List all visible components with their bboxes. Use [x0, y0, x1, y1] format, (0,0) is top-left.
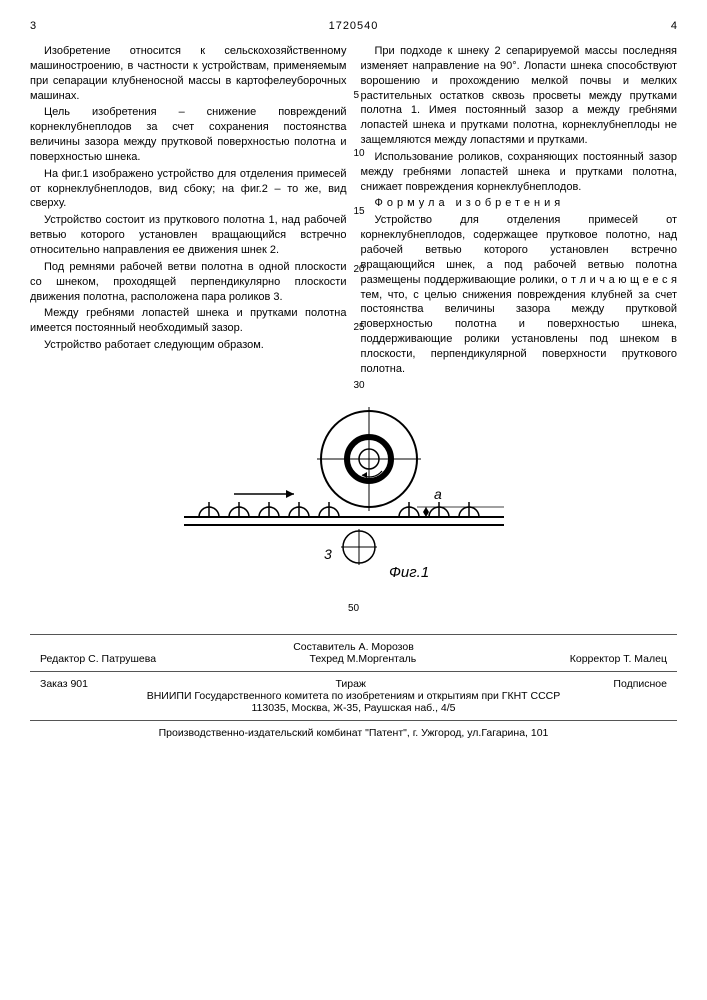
- paragraph: Под ремнями рабочей ветви полотна в одно…: [30, 260, 347, 305]
- line-marker: 10: [354, 148, 365, 159]
- paragraph: Устройство для отделения примесей от кор…: [361, 213, 678, 376]
- line-marker: 5: [354, 90, 360, 101]
- divider: [30, 671, 677, 672]
- paragraph: На фиг.1 изображено устройство для отдел…: [30, 167, 347, 212]
- formula-title: Формула изобретения: [361, 196, 678, 211]
- patent-number: 1720540: [329, 20, 379, 32]
- editor-credit: Редактор С. Патрушева: [40, 653, 156, 665]
- order-number: Заказ 901: [40, 678, 88, 690]
- divider: [30, 720, 677, 721]
- left-column: Изобретение относится к сельскохозяйстве…: [30, 44, 347, 379]
- right-column: При подходе к шнеку 2 сепарируемой массы…: [361, 44, 678, 379]
- line-marker: 15: [354, 206, 365, 217]
- address-line: 113035, Москва, Ж-35, Раушская наб., 4/5: [30, 702, 677, 714]
- paragraph: Изобретение относится к сельскохозяйстве…: [30, 44, 347, 103]
- text-columns: 5 10 15 20 25 30 Изобретение относится к…: [30, 44, 677, 379]
- page-header: 3 1720540 4: [30, 20, 677, 32]
- line-marker: 30: [354, 380, 365, 391]
- label-a: a: [434, 486, 442, 502]
- figure-svg: a 3 Фиг.1: [164, 399, 544, 599]
- page-num-right: 4: [671, 20, 677, 32]
- footer: Составитель А. Морозов Редактор С. Патру…: [30, 634, 677, 739]
- line-marker-50: 50: [30, 603, 677, 614]
- paragraph: Устройство работает следующим образом.: [30, 338, 347, 353]
- label-3: 3: [324, 546, 332, 562]
- tirazh-label: Тираж: [335, 678, 366, 690]
- paragraph: Устройство состоит из пруткового полотна…: [30, 213, 347, 258]
- page-num-left: 3: [30, 20, 36, 32]
- paragraph: Использование роликов, сохраняющих посто…: [361, 150, 678, 195]
- paragraph: Между гребнями лопастей шнека и прутками…: [30, 306, 347, 336]
- line-marker: 25: [354, 322, 365, 333]
- paragraph: Цель изобретения – снижение повреждений …: [30, 105, 347, 164]
- line-marker: 20: [354, 264, 365, 275]
- compiler-credit: Составитель А. Морозов: [30, 641, 677, 653]
- subscribe-label: Подписное: [613, 678, 667, 690]
- figure-1: a 3 Фиг.1 50: [30, 399, 677, 614]
- paragraph: При подходе к шнеку 2 сепарируемой массы…: [361, 44, 678, 148]
- printer-line: Производственно-издательский комбинат "П…: [30, 727, 677, 739]
- divider: [30, 634, 677, 635]
- figure-caption: Фиг.1: [389, 564, 429, 581]
- org-line: ВНИИПИ Государственного комитета по изоб…: [30, 690, 677, 702]
- tech-credit: Техред М.Моргенталь: [310, 653, 417, 665]
- corrector-credit: Корректор Т. Малец: [570, 653, 667, 665]
- formula-heading: Формула изобретения: [375, 197, 565, 209]
